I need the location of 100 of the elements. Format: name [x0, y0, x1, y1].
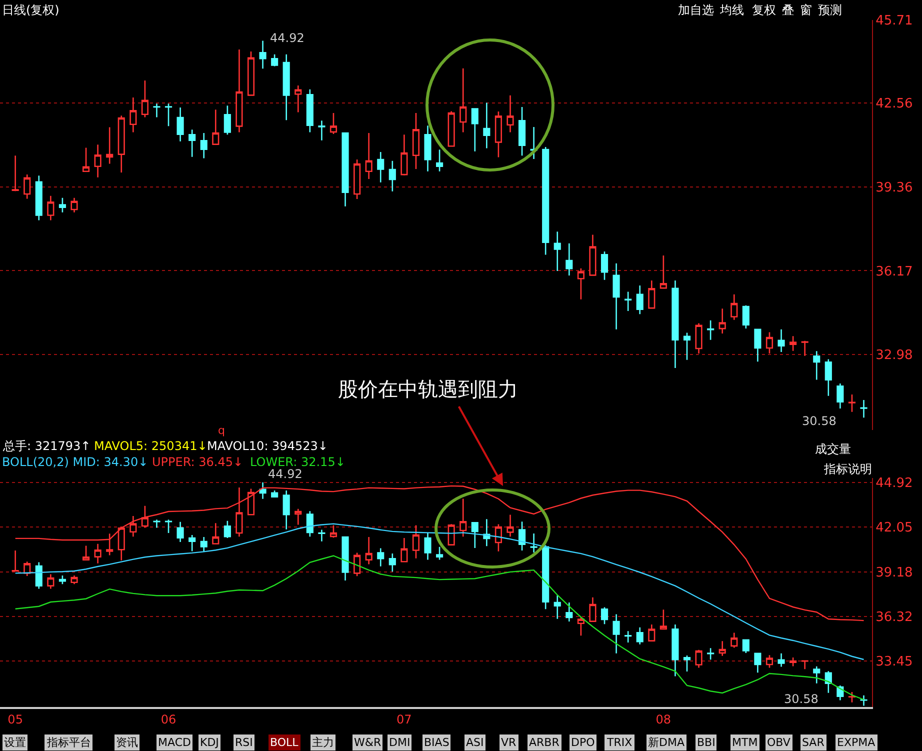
text: 资讯 — [116, 736, 138, 749]
candlestick — [365, 132, 372, 180]
text: VR — [501, 736, 517, 749]
candlestick — [306, 510, 314, 538]
candlestick — [506, 514, 514, 538]
annotation: 股价在中轨遇到阻力 — [338, 379, 518, 401]
text: 预测 — [818, 3, 842, 17]
text: ASI — [466, 736, 484, 749]
candlestick — [589, 234, 596, 276]
candlestick — [212, 522, 220, 544]
candlestick — [247, 50, 255, 96]
text: 指标平台 — [46, 736, 91, 749]
candlestick — [790, 656, 797, 667]
candlestick — [247, 488, 255, 516]
candlestick — [566, 602, 573, 622]
y-tick-label: 39.18 — [876, 565, 913, 580]
candlestick — [778, 328, 785, 353]
candlestick — [35, 562, 42, 590]
candlestick — [730, 294, 738, 321]
candlestick — [176, 106, 184, 142]
candlestick — [271, 54, 278, 67]
annotation: 44.92 — [270, 31, 304, 45]
text: 指标说明 — [823, 462, 872, 476]
candlestick — [766, 332, 774, 354]
candlestick — [271, 490, 278, 498]
text: EXPMA — [837, 736, 876, 749]
candlestick — [624, 291, 632, 312]
candlestick — [153, 518, 160, 528]
candlestick — [294, 508, 302, 526]
candlestick — [648, 280, 656, 309]
candlestick — [164, 518, 172, 534]
candlestick — [58, 197, 66, 214]
candlestick — [377, 548, 384, 567]
candlestick — [388, 160, 396, 192]
candlestick — [518, 520, 526, 552]
text: MACD — [158, 736, 191, 749]
candlestick — [778, 652, 785, 668]
candlestick — [494, 524, 502, 552]
text: DMI — [389, 736, 410, 749]
chart-title: 日线(复权) — [2, 3, 60, 17]
candlestick — [672, 280, 679, 369]
candlestick — [707, 647, 714, 660]
candlestick — [318, 529, 326, 542]
candlestick — [824, 358, 832, 396]
text: 复权 — [752, 3, 776, 17]
candlestick — [742, 304, 750, 330]
candlestick — [577, 268, 584, 300]
candlestick — [130, 96, 137, 133]
candlestick — [530, 126, 538, 160]
annotation: 44.92 — [268, 467, 302, 481]
text: RSI — [235, 736, 253, 749]
candlestick — [742, 638, 750, 654]
candlestick — [118, 115, 125, 174]
candlestick — [354, 158, 361, 200]
y-tick-label: 39.36 — [876, 180, 913, 196]
x-tick-label: 05 — [8, 712, 23, 726]
candlestick — [483, 102, 490, 149]
candlestick — [12, 550, 19, 572]
candlestick — [824, 670, 832, 694]
candlestick — [106, 126, 114, 164]
candlestick — [600, 606, 608, 625]
candlestick — [94, 144, 102, 178]
text: KDJ — [200, 736, 219, 749]
candlestick — [400, 134, 408, 176]
candlestick — [58, 574, 66, 585]
candlestick — [801, 660, 808, 670]
text: 窗 — [800, 3, 812, 17]
candlestick — [153, 102, 160, 118]
x-tick-label: 07 — [396, 712, 412, 726]
candlestick — [130, 515, 137, 538]
candlestick — [436, 546, 444, 560]
candlestick — [259, 40, 266, 70]
candlestick — [118, 526, 125, 562]
y-tick-label: 36.32 — [876, 610, 913, 625]
text: MAVOL5: 250341↓ — [94, 439, 208, 453]
y-tick-label: 45.71 — [876, 14, 913, 29]
text: OBV — [767, 736, 791, 749]
candlestick — [660, 254, 667, 289]
candlestick — [506, 94, 514, 133]
text: ARBR — [529, 736, 560, 749]
text: BOLL(20,2) MID: 34.30↓ — [2, 455, 148, 469]
candlestick — [282, 54, 290, 121]
text: W&R — [354, 736, 382, 749]
y-tick-label: 36.17 — [876, 264, 913, 280]
candlestick — [176, 521, 184, 543]
text: SAR — [802, 736, 825, 749]
candlestick — [377, 151, 384, 184]
text: 设置 — [4, 736, 26, 749]
candlestick — [436, 148, 444, 172]
text: 新DMA — [648, 736, 685, 749]
candlestick — [200, 132, 208, 159]
candlestick — [330, 524, 338, 538]
text: DPO — [571, 736, 596, 749]
candlestick — [566, 242, 573, 276]
candlestick — [70, 574, 78, 585]
candlestick — [342, 132, 349, 207]
text: BOLL — [270, 736, 300, 749]
candlestick — [860, 694, 868, 706]
candlestick — [106, 532, 114, 556]
candlestick — [388, 552, 396, 572]
